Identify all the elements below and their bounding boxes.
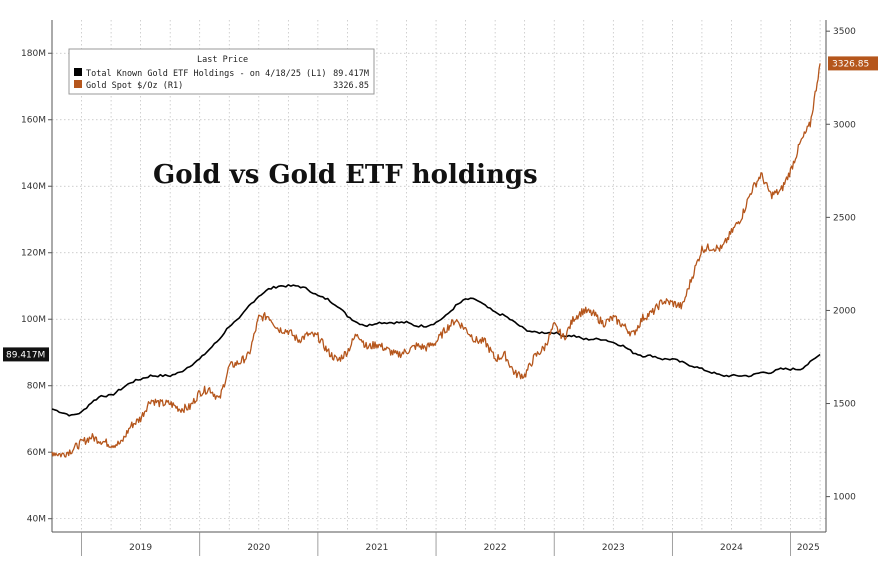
right-axis-ticks: 1000 1500 2000 2500 3000 3500	[826, 27, 856, 503]
x-tick-label: 2021	[366, 543, 389, 553]
legend-value-etf: 89.417M	[333, 69, 369, 79]
x-tick-label: 2019	[129, 543, 152, 553]
series-line-etf-holdings	[51, 284, 821, 417]
left-last-value-badge	[3, 347, 49, 362]
right-tick-label: 3000	[833, 120, 856, 130]
legend-swatch-etf	[74, 68, 82, 76]
right-tick-label: 2000	[833, 306, 856, 316]
right-last-value-label: 3326.85	[832, 59, 869, 69]
x-tick-label: 2024	[720, 543, 743, 553]
right-tick-label: 1500	[833, 400, 856, 410]
left-tick-label: 120M	[21, 249, 46, 259]
grid-lines	[52, 20, 826, 532]
right-tick-label: 1000	[833, 493, 856, 503]
left-tick-label: 100M	[21, 315, 46, 325]
left-axis-ticks: 40M 60M 80M 100M 120M 140M 160M 180M	[21, 49, 52, 525]
left-tick-label: 80M	[27, 382, 46, 392]
left-tick-label: 140M	[21, 182, 46, 192]
axes	[51, 20, 827, 533]
x-tick-label: 2020	[247, 543, 270, 553]
last-value-badges: 89.417M 3326.85	[3, 56, 878, 362]
left-tick-label: 40M	[27, 515, 46, 525]
right-tick-label: 3500	[833, 27, 856, 37]
left-last-value-label: 89.417M	[6, 350, 45, 360]
left-tick-label: 180M	[21, 49, 46, 59]
legend: Last Price Total Known Gold ETF Holdings…	[68, 48, 375, 95]
legend-swatch-gold	[74, 80, 82, 88]
left-tick-label: 160M	[21, 116, 46, 126]
left-tick-label: 60M	[27, 448, 46, 458]
right-last-value-badge	[828, 56, 878, 71]
right-tick-label: 2500	[833, 213, 856, 223]
x-tick-label: 2023	[602, 543, 625, 553]
x-axis: 2019 2020 2021 2022 2023 2024 2025	[81, 532, 820, 556]
legend-box	[68, 48, 375, 95]
chart-title: Gold vs Gold ETF holdings	[153, 160, 538, 190]
legend-header: Last Price	[197, 55, 248, 65]
series-line-gold-spot	[51, 63, 821, 458]
legend-value-gold: 3326.85	[333, 81, 369, 91]
legend-label-etf: Total Known Gold ETF Holdings - on 4/18/…	[86, 69, 327, 79]
legend-label-gold: Gold Spot $/Oz (R1)	[86, 81, 183, 91]
series-group	[51, 63, 821, 458]
x-tick-label: 2025	[797, 543, 820, 553]
x-tick-label: 2022	[484, 543, 507, 553]
